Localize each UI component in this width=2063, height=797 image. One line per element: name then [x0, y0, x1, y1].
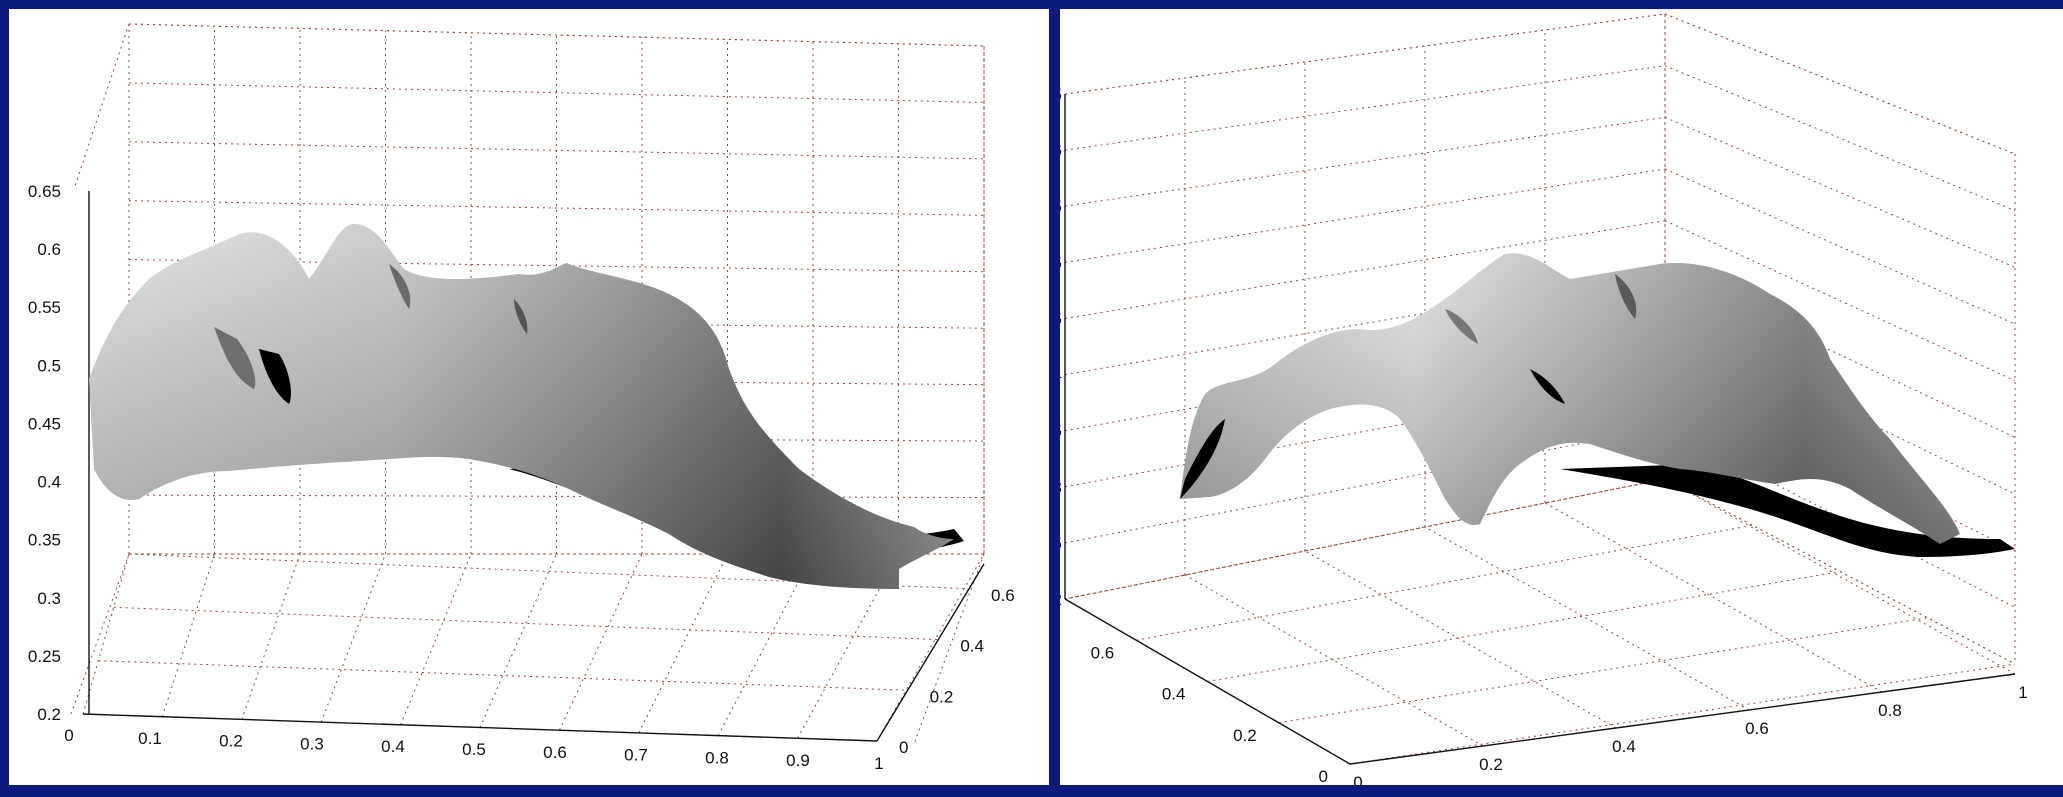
- left-x-tick-label: 0: [64, 726, 73, 745]
- right-z-tick-label: 0.35: [1060, 422, 1062, 441]
- grid-line: [241, 553, 301, 720]
- right-x-tick-label: 0.4: [1612, 737, 1636, 756]
- right-face-surface: [1180, 253, 2015, 557]
- grid-line: [1424, 526, 1750, 711]
- grid-line: [113, 606, 939, 641]
- grid-line: [1064, 426, 1666, 544]
- grid-line: [1544, 502, 1883, 693]
- left-plot-canvas: 0.2 0.25 0.3 0.35 0.4 0.45 0.5 0.55 0.6 0.65 0 0.1 0…: [28, 23, 1015, 773]
- grid-line: [1664, 168, 2016, 325]
- grid-line: [1664, 478, 2016, 665]
- left-x-tick-label: 0.5: [462, 740, 486, 759]
- right-tick-labels: 0.2 0.25 0.3 0.35 0.4 0.45 0.5 0.55 0.6 0.65 0 0.2 0…: [1060, 85, 2028, 785]
- grid-line: [1664, 65, 2016, 212]
- right-z-tick-label: 0.4: [1060, 366, 1062, 385]
- grid-line: [128, 200, 985, 216]
- grid-line: [1304, 550, 1617, 729]
- grid-line: [1136, 524, 1753, 641]
- left-y-tick-label: 0: [899, 738, 908, 757]
- right-z-tick-label: 0.25: [1060, 534, 1062, 553]
- left-y-tick-label: 0.4: [960, 637, 984, 656]
- left-x-tick-label: 0.7: [624, 746, 648, 765]
- left-z-tick-label: 0.6: [37, 240, 61, 259]
- right-plot-canvas: 0.2 0.25 0.3 0.35 0.4 0.45 0.5 0.55 0.6 0.65 0 0.2 0…: [1060, 13, 2028, 785]
- grid-line: [1278, 617, 1928, 724]
- grid-line: [1664, 13, 2016, 155]
- left-z-tick-label: 0.65: [28, 182, 61, 201]
- grid-line: [1184, 574, 1484, 747]
- right-surface-plot: 0.2 0.25 0.3 0.35 0.4 0.45 0.5 0.55 0.6 0.65 0 0.2 0…: [1060, 9, 2063, 785]
- right-x-axis-line: [1349, 673, 2016, 765]
- left-x-tick-label: 0.3: [300, 734, 324, 753]
- grid-line: [128, 23, 985, 47]
- grid-line: [128, 82, 985, 103]
- grid-line: [320, 553, 386, 723]
- grid-line: [128, 553, 970, 590]
- left-x-axis-line: [82, 713, 878, 742]
- grid-line: [1664, 220, 2016, 382]
- right-y-tick-label: 0.4: [1162, 685, 1186, 704]
- right-y-tick-label: 0: [1319, 767, 1328, 785]
- grid-line: [128, 494, 985, 499]
- right-z-tick-label: 0.65: [1060, 85, 1062, 104]
- left-y-axis-line: [876, 563, 985, 742]
- left-z-tick-label: 0.55: [28, 298, 61, 317]
- grid-line: [1064, 13, 1666, 95]
- right-z-tick-label: 0.3: [1060, 478, 1062, 497]
- left-x-tick-label: 0.1: [138, 729, 162, 748]
- left-tick-labels: 0.2 0.25 0.3 0.35 0.4 0.45 0.5 0.55 0.6 0.65 0 0.1 0…: [28, 182, 1015, 773]
- right-z-tick-label: 0.45: [1060, 309, 1062, 328]
- left-z-tick-label: 0.4: [37, 473, 61, 492]
- right-x-tick-label: 0: [1353, 773, 1362, 785]
- grid-line: [98, 660, 908, 691]
- right-z-tick-label: 0.5: [1060, 253, 1062, 272]
- left-y-tick-label: 0.2: [930, 687, 954, 706]
- grid-line: [1349, 663, 2016, 765]
- grid-line: [1064, 65, 1666, 151]
- right-y-tick-label: 0.6: [1091, 643, 1115, 662]
- left-z-tick-label: 0.5: [37, 356, 61, 375]
- left-z-tick-label: 0.2: [37, 705, 61, 724]
- right-x-tick-label: 0.6: [1745, 719, 1769, 738]
- left-z-tick-label: 0.3: [37, 589, 61, 608]
- left-x-tick-label: 0.8: [705, 748, 729, 767]
- grid-line: [161, 553, 215, 717]
- right-z-tick-label: 0.55: [1060, 197, 1062, 216]
- grid-line: [1664, 271, 2016, 438]
- right-y-axis-line: [1064, 598, 1351, 765]
- right-x-tick-label: 0.2: [1479, 755, 1503, 774]
- left-surface-plot: 0.2 0.25 0.3 0.35 0.4 0.45 0.5 0.55 0.6 0.65 0 0.1 0…: [9, 9, 1049, 785]
- right-z-tick-label: 0.2: [1060, 590, 1062, 609]
- left-face-surface: [89, 224, 964, 589]
- grid-line: [82, 553, 130, 715]
- grid-line: [1064, 116, 1666, 207]
- left-z-tick-label: 0.25: [28, 647, 61, 666]
- grid-line: [717, 553, 814, 736]
- grid-line: [479, 553, 557, 728]
- grid-line: [1664, 478, 2016, 675]
- left-x-tick-label: 1: [874, 754, 883, 773]
- grid-line: [400, 553, 472, 725]
- right-x-tick-label: 1: [2018, 683, 2027, 702]
- left-x-tick-label: 0.9: [786, 751, 810, 770]
- grid-line: [1207, 571, 1841, 682]
- left-x-tick-label: 0.4: [381, 737, 405, 756]
- left-z-tick-label: 0.35: [28, 531, 61, 550]
- grid-line: [638, 553, 728, 734]
- grid-line: [1064, 168, 1666, 263]
- left-z-tick-label: 0.45: [28, 414, 61, 433]
- right-y-tick-label: 0.2: [1233, 726, 1257, 745]
- left-x-tick-label: 0.6: [543, 743, 567, 762]
- right-x-tick-label: 0.8: [1878, 701, 1902, 720]
- right-z-tick-label: 0.6: [1060, 141, 1062, 160]
- grid-line: [1664, 116, 2016, 268]
- grid-line: [558, 553, 643, 731]
- left-y-tick-label: 0.6: [991, 586, 1015, 605]
- grid-line: [1664, 323, 2016, 495]
- left-x-tick-label: 0.2: [219, 732, 243, 751]
